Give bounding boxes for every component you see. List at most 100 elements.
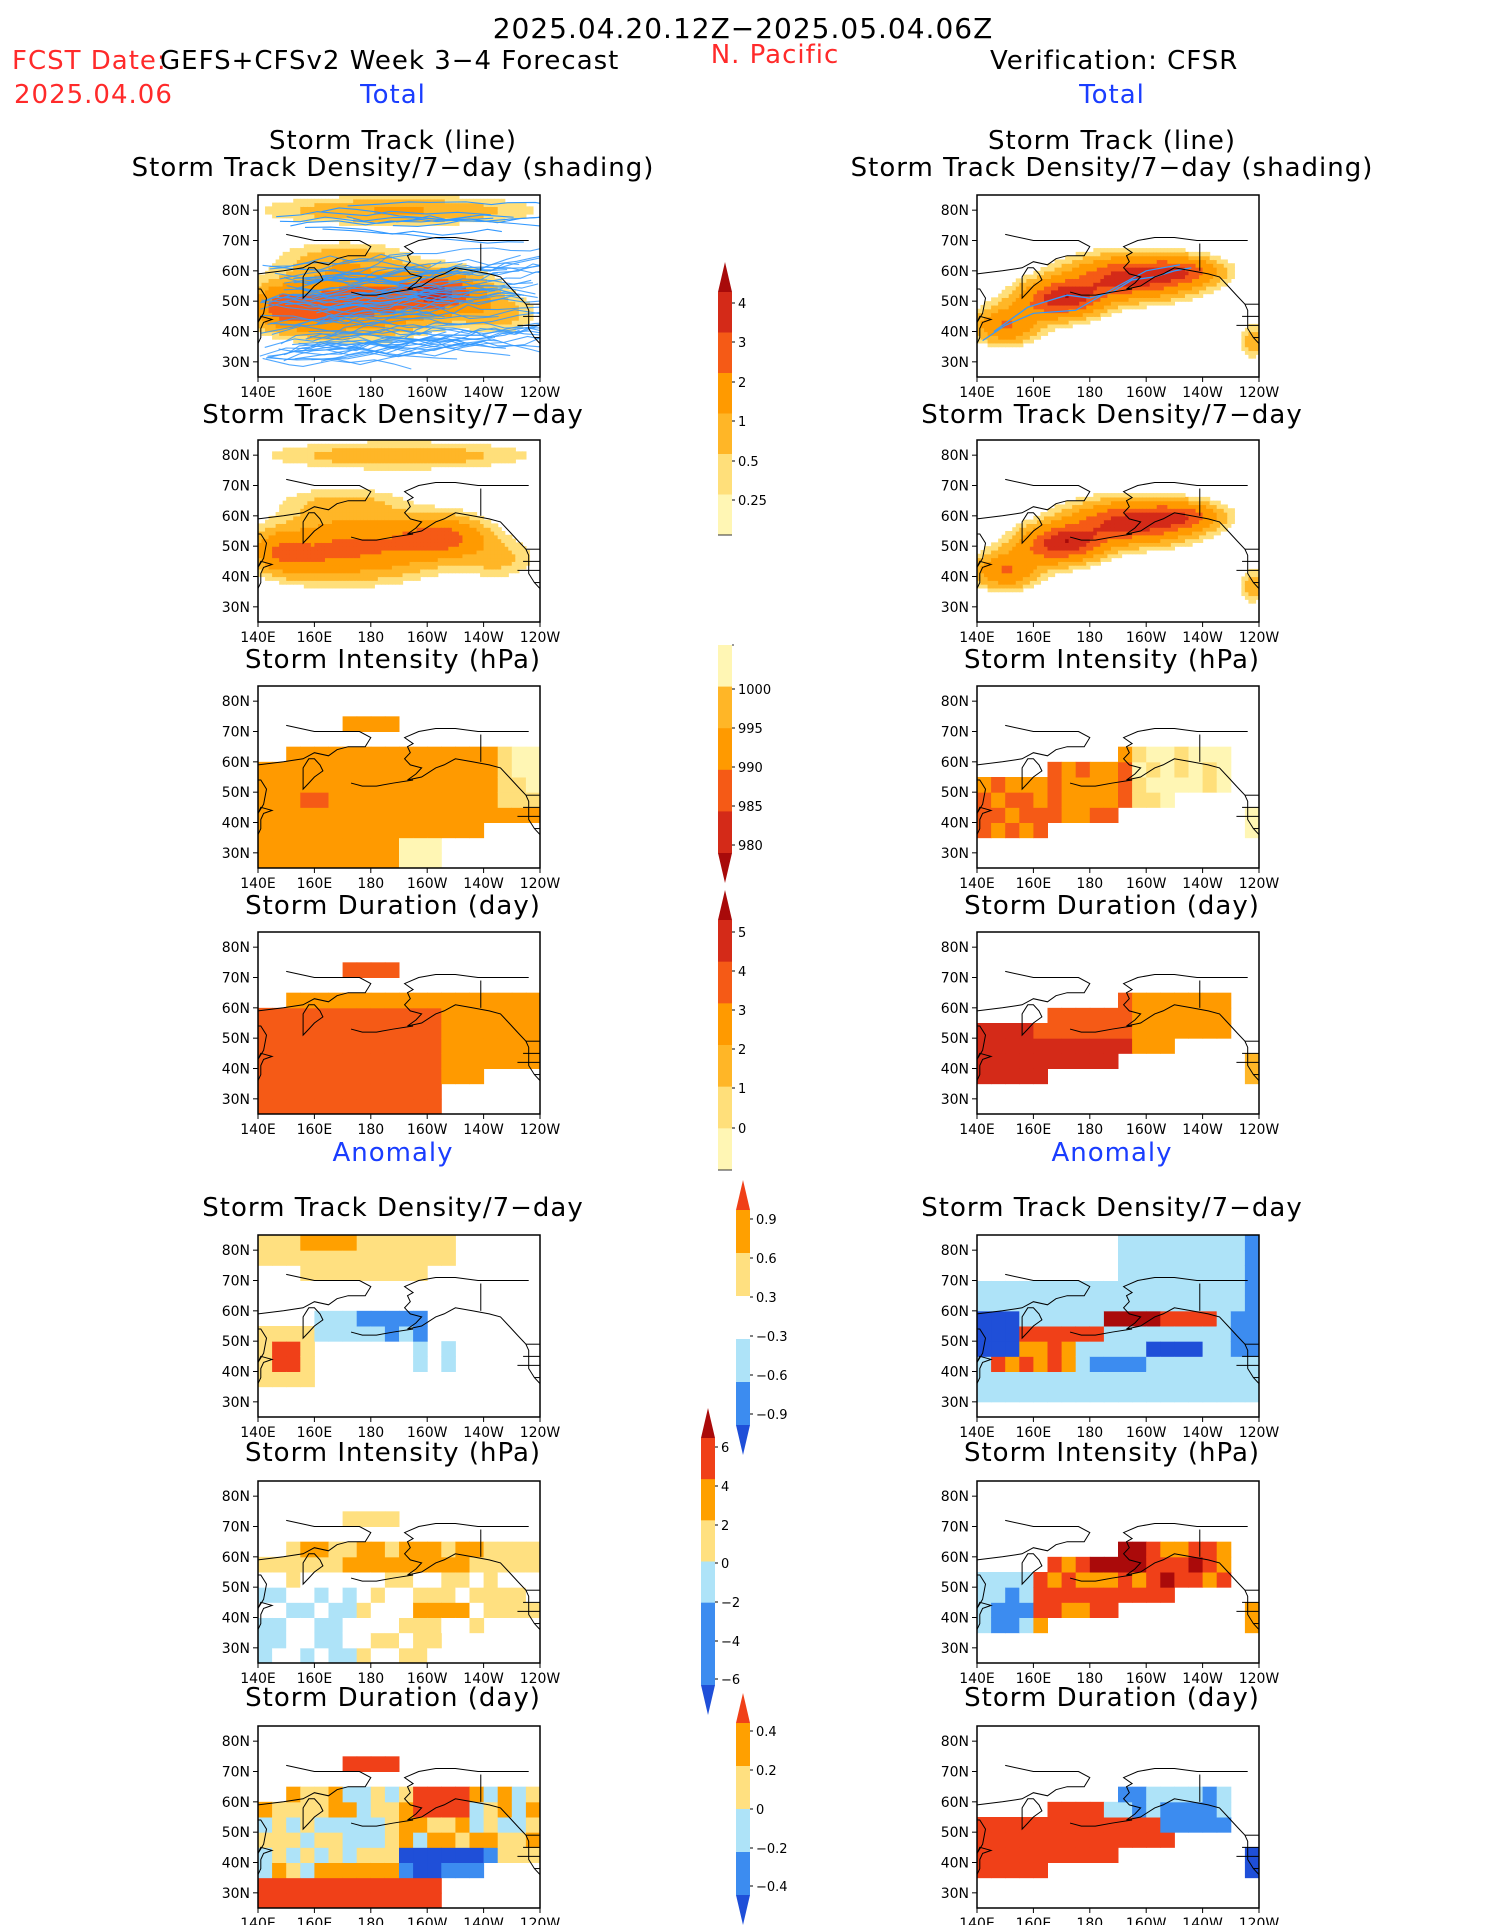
lon-tick-label: 140W xyxy=(463,1916,504,1925)
lat-tick-label: 70N xyxy=(941,725,969,741)
lon-tick-label: 160W xyxy=(1126,1425,1167,1441)
lon-tick-label: 140E xyxy=(959,876,995,892)
colorbar-label: 0.3 xyxy=(756,1291,777,1306)
lat-tick-label: 30N xyxy=(941,1395,969,1411)
lat-tick-label: 80N xyxy=(941,203,969,219)
lon-tick-label: 160W xyxy=(1126,1671,1167,1687)
lat-tick-label: 80N xyxy=(941,1734,969,1750)
colorbar-label: 0 xyxy=(721,1557,729,1572)
verification-intensity-anomaly: 80N 70N 60N 50N 40N 30N 140E 160E 180 160W 140W 120… xyxy=(941,1480,1280,1687)
lon-tick-label: 120W xyxy=(520,876,561,892)
lon-tick-label: 160E xyxy=(1016,1122,1052,1138)
colorbar-label: −0.3 xyxy=(756,1330,788,1345)
lon-tick-label: 160W xyxy=(407,1425,448,1441)
colorbar-intensity-anom: 6 4 2 0 −2 −4 −6 xyxy=(701,1408,740,1715)
lon-tick-label: 180 xyxy=(357,385,384,401)
lat-tick-label: 60N xyxy=(941,1001,969,1017)
lon-tick-label: 180 xyxy=(1076,1122,1103,1138)
colorbar-label: −6 xyxy=(721,1673,740,1688)
lat-tick-label: 50N xyxy=(222,785,250,801)
lat-tick-label: 30N xyxy=(222,1395,250,1411)
lon-tick-label: 160E xyxy=(297,1916,333,1925)
lat-tick-label: 80N xyxy=(222,940,250,956)
lon-tick-label: 120W xyxy=(520,630,561,646)
total-right-label: Total xyxy=(1079,80,1145,110)
lon-tick-label: 180 xyxy=(1076,876,1103,892)
lat-tick-label: 70N xyxy=(941,1765,969,1781)
lon-tick-label: 120W xyxy=(1239,876,1280,892)
lat-tick-label: 40N xyxy=(941,1856,969,1872)
lon-tick-label: 140E xyxy=(959,630,995,646)
anomaly-left-label: Anomaly xyxy=(332,1138,454,1168)
lon-tick-label: 140W xyxy=(463,1425,504,1441)
lat-tick-label: 40N xyxy=(941,325,969,341)
colorbar-label: 4 xyxy=(738,297,746,312)
lat-tick-label: 30N xyxy=(941,1092,969,1108)
lon-tick-label: 160E xyxy=(297,1425,333,1441)
lat-tick-label: 50N xyxy=(222,1580,250,1596)
lat-tick-label: 50N xyxy=(222,539,250,555)
lat-tick-label: 80N xyxy=(222,448,250,464)
lon-tick-label: 180 xyxy=(357,876,384,892)
colorbar-label: 995 xyxy=(738,722,763,737)
colorbar-label: 6 xyxy=(721,1441,729,1456)
lat-tick-label: 60N xyxy=(222,264,250,280)
lat-tick-label: 50N xyxy=(222,1825,250,1841)
model-title: GEFS+CFSv2 Week 3−4 Forecast xyxy=(160,46,620,76)
fcst-date-value: 2025.04.06 xyxy=(14,80,173,110)
colorbar-label: 980 xyxy=(738,839,763,854)
lat-tick-label: 80N xyxy=(941,1489,969,1505)
lon-tick-label: 120W xyxy=(1239,1671,1280,1687)
lon-tick-label: 140W xyxy=(1182,1425,1223,1441)
lon-tick-label: 160W xyxy=(407,1122,448,1138)
lat-tick-label: 60N xyxy=(941,1304,969,1320)
lon-tick-label: 140E xyxy=(959,1425,995,1441)
title-intensity-anom-right: Storm Intensity (hPa) xyxy=(963,1438,1261,1468)
colorbar-label: −2 xyxy=(721,1596,740,1611)
lon-tick-label: 120W xyxy=(1239,630,1280,646)
colorbar-label: 1000 xyxy=(738,683,771,698)
lat-tick-label: 40N xyxy=(941,1062,969,1078)
lon-tick-label: 140E xyxy=(959,1671,995,1687)
lat-tick-label: 70N xyxy=(941,1274,969,1290)
lon-tick-label: 140E xyxy=(240,1671,276,1687)
verification-title: Verification: CFSR xyxy=(990,46,1239,76)
region-title: N. Pacific xyxy=(710,40,840,70)
lat-tick-label: 50N xyxy=(222,1334,250,1350)
lat-tick-label: 40N xyxy=(222,1062,250,1078)
colorbar-label: 2 xyxy=(738,376,746,391)
title-intensity-left: Storm Intensity (hPa) xyxy=(244,645,542,675)
lat-tick-label: 60N xyxy=(222,1795,250,1811)
lat-tick-label: 50N xyxy=(222,1031,250,1047)
colorbar-label: 3 xyxy=(738,336,746,351)
colorbar-label: 4 xyxy=(738,965,746,980)
lon-tick-label: 140W xyxy=(463,876,504,892)
title-density-right: Storm Track Density/7−day xyxy=(921,400,1303,430)
lon-tick-label: 180 xyxy=(357,1916,384,1925)
title-density-anom-left: Storm Track Density/7−day xyxy=(202,1193,584,1223)
lon-tick-label: 140W xyxy=(463,1671,504,1687)
lon-tick-label: 160W xyxy=(407,876,448,892)
verification-duration: 80N 70N 60N 50N 40N 30N 140E 160E 180 160W 140W 120… xyxy=(941,931,1279,1138)
forecast-density-anomaly: 80N 70N 60N 50N 40N 30N 140E 160E 180 160W 140W 120… xyxy=(222,1234,560,1441)
verification-duration-anomaly: 80N 70N 60N 50N 40N 30N 140E 160E 180 160W 140W 120… xyxy=(941,1725,1279,1925)
title-density-anom-right: Storm Track Density/7−day xyxy=(921,1193,1303,1223)
lon-tick-label: 160W xyxy=(407,385,448,401)
lat-tick-label: 70N xyxy=(222,1765,250,1781)
lat-tick-label: 40N xyxy=(222,1365,250,1381)
lon-tick-label: 140W xyxy=(1182,1122,1223,1138)
lat-tick-label: 80N xyxy=(222,203,250,219)
lon-tick-label: 160W xyxy=(1126,876,1167,892)
lat-tick-label: 60N xyxy=(222,1550,250,1566)
forecast-intensity-anomaly: 80N 70N 60N 50N 40N 30N 140E 160E 180 160W 140W 120… xyxy=(222,1480,560,1687)
lat-tick-label: 70N xyxy=(941,479,969,495)
lon-tick-label: 140W xyxy=(463,630,504,646)
lon-tick-label: 140W xyxy=(463,1122,504,1138)
colorbar-duration-anom: 0.4 0.2 0 −0.2 −0.4 xyxy=(736,1693,788,1925)
colorbar-label: −0.4 xyxy=(756,1880,788,1895)
lat-tick-label: 70N xyxy=(222,1520,250,1536)
lat-tick-label: 80N xyxy=(222,1243,250,1259)
colorbar-label: 2 xyxy=(721,1519,729,1534)
lat-tick-label: 70N xyxy=(222,725,250,741)
period-title: 2025.04.20.12Z−2025.05.04.06Z xyxy=(492,12,994,45)
